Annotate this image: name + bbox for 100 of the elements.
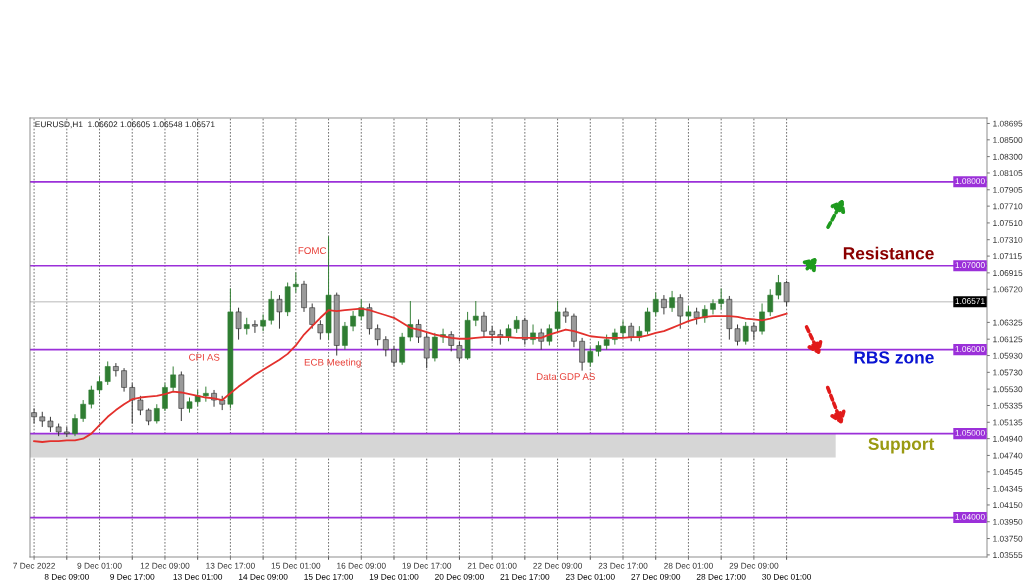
candlestick [350, 310, 356, 332]
x-tick-label: 13 Dec 17:00 [206, 562, 255, 569]
y-tick-label: 1.08300 [993, 153, 1023, 160]
candlestick [677, 293, 684, 330]
candlestick [415, 318, 422, 344]
candlestick [153, 403, 160, 425]
x-tick-label: 28 Dec 17:00 [696, 573, 746, 580]
candlestick [661, 294, 667, 315]
y-tick-label: 1.07115 [993, 253, 1022, 260]
candlestick [342, 321, 348, 351]
candlestick [423, 332, 430, 369]
candlestick [456, 340, 463, 362]
candlestick [407, 300, 414, 342]
candlestick [742, 321, 749, 346]
annotation: Support [868, 437, 935, 454]
candlestick [481, 311, 487, 338]
annotation: ECB Meeting [304, 358, 361, 368]
y-tick-label: 1.07510 [993, 220, 1023, 227]
x-tick-label: 15 Dec 17:00 [304, 573, 354, 580]
candlestick [587, 346, 594, 367]
y-tick-label: 1.04545 [993, 469, 1023, 475]
candlestick [751, 322, 757, 341]
candlestick [628, 322, 635, 342]
candlestick [235, 307, 242, 341]
candlestick [620, 319, 626, 339]
y-tick-label: 1.04740 [993, 452, 1023, 459]
candlestick [31, 407, 37, 425]
candlestick [170, 365, 176, 393]
candlestick [759, 303, 765, 336]
y-tick-label: 1.04150 [993, 502, 1023, 509]
y-tick-label: 1.06720 [993, 286, 1023, 293]
y-tick-label: 1.05135 [993, 419, 1023, 426]
y-tick-label: 1.05335 [993, 402, 1023, 409]
annotation: FOMC [298, 247, 327, 255]
candlestick [162, 382, 168, 412]
x-tick-label: 9 Dec 17:00 [110, 573, 155, 580]
x-tick-label: 9 Dec 01:00 [77, 562, 122, 569]
x-tick-label: 12 Dec 09:00 [140, 562, 190, 569]
y-tick-label: 1.06125 [993, 336, 1023, 343]
y-tick-label: 1.04345 [993, 485, 1023, 492]
annotation: Data GDP AS [536, 373, 595, 380]
x-tick-label: 19 Dec 01:00 [369, 573, 419, 580]
x-tick-label: 23 Dec 01:00 [565, 573, 615, 580]
y-tick-label: 1.08105 [993, 170, 1023, 177]
candlestick [104, 360, 111, 386]
candlestick [669, 290, 675, 313]
x-tick-label: 7 Dec 2022 [13, 562, 55, 569]
candlestick [522, 317, 528, 346]
candlestick [121, 367, 127, 393]
x-tick-label: 14 Dec 09:00 [238, 573, 288, 580]
chart-title: EURUSD,H1 1.06602 1.06605 1.06548 1.06571 [35, 121, 215, 129]
candlestick [80, 399, 86, 423]
ref-line-label: 1.05000 [955, 429, 985, 436]
ref-line-label: 1.04000 [955, 513, 985, 520]
x-tick-label: 19 Dec 17:00 [402, 562, 452, 569]
ref-line-label: 1.06571 [955, 298, 985, 304]
x-tick-label: 21 Dec 01:00 [467, 562, 517, 569]
y-tick-label: 1.08500 [993, 137, 1023, 143]
line-series [33, 307, 788, 443]
x-tick-label: 8 Dec 09:00 [44, 573, 89, 580]
candlestick [113, 362, 119, 378]
x-tick-label: 16 Dec 09:00 [337, 562, 386, 569]
annotation: Resistance [843, 246, 934, 260]
y-tick-label: 1.03555 [993, 552, 1023, 558]
candlestick [268, 290, 275, 325]
candlestick [472, 300, 479, 327]
y-tick-label: 1.06325 [993, 319, 1023, 326]
y-tick-label: 1.05530 [993, 386, 1023, 393]
y-tick-label: 1.07710 [993, 203, 1023, 210]
ref-line-label: 1.06000 [955, 346, 985, 352]
x-tick-label: 20 Dec 09:00 [435, 573, 484, 580]
candlestick [129, 382, 136, 425]
candlestick [432, 332, 438, 362]
candlestick [276, 294, 283, 330]
candlestick [252, 319, 258, 334]
candlestick [652, 292, 659, 317]
y-tick-label: 1.03750 [993, 535, 1023, 542]
ref-line-label: 1.08000 [955, 178, 985, 185]
candlestick [203, 386, 209, 403]
x-tick-label: 21 Dec 17:00 [500, 573, 550, 580]
candlestick [489, 325, 495, 342]
y-tick-label: 1.04940 [993, 435, 1023, 442]
y-tick-label: 1.05930 [993, 352, 1023, 359]
x-tick-label: 13 Dec 01:00 [173, 573, 223, 580]
y-tick-label: 1.07310 [993, 236, 1023, 243]
candlestick [260, 313, 266, 332]
annotation: CPI AS [189, 353, 220, 361]
candlestick [579, 337, 585, 372]
y-tick-label: 1.06915 [993, 270, 1023, 276]
x-tick-label: 28 Dec 01:00 [664, 562, 713, 569]
y-tick-label: 1.03950 [993, 518, 1023, 525]
y-tick-label: 1.07905 [993, 186, 1023, 193]
candlestick [72, 413, 78, 437]
y-tick-label: 1.05730 [993, 369, 1023, 376]
candlestick [767, 288, 774, 317]
x-tick-label: 23 Dec 17:00 [598, 562, 648, 569]
x-tick-label: 29 Dec 09:00 [729, 562, 779, 569]
candlestick [391, 345, 397, 367]
candlestick [293, 271, 299, 294]
candlestick [382, 335, 389, 357]
